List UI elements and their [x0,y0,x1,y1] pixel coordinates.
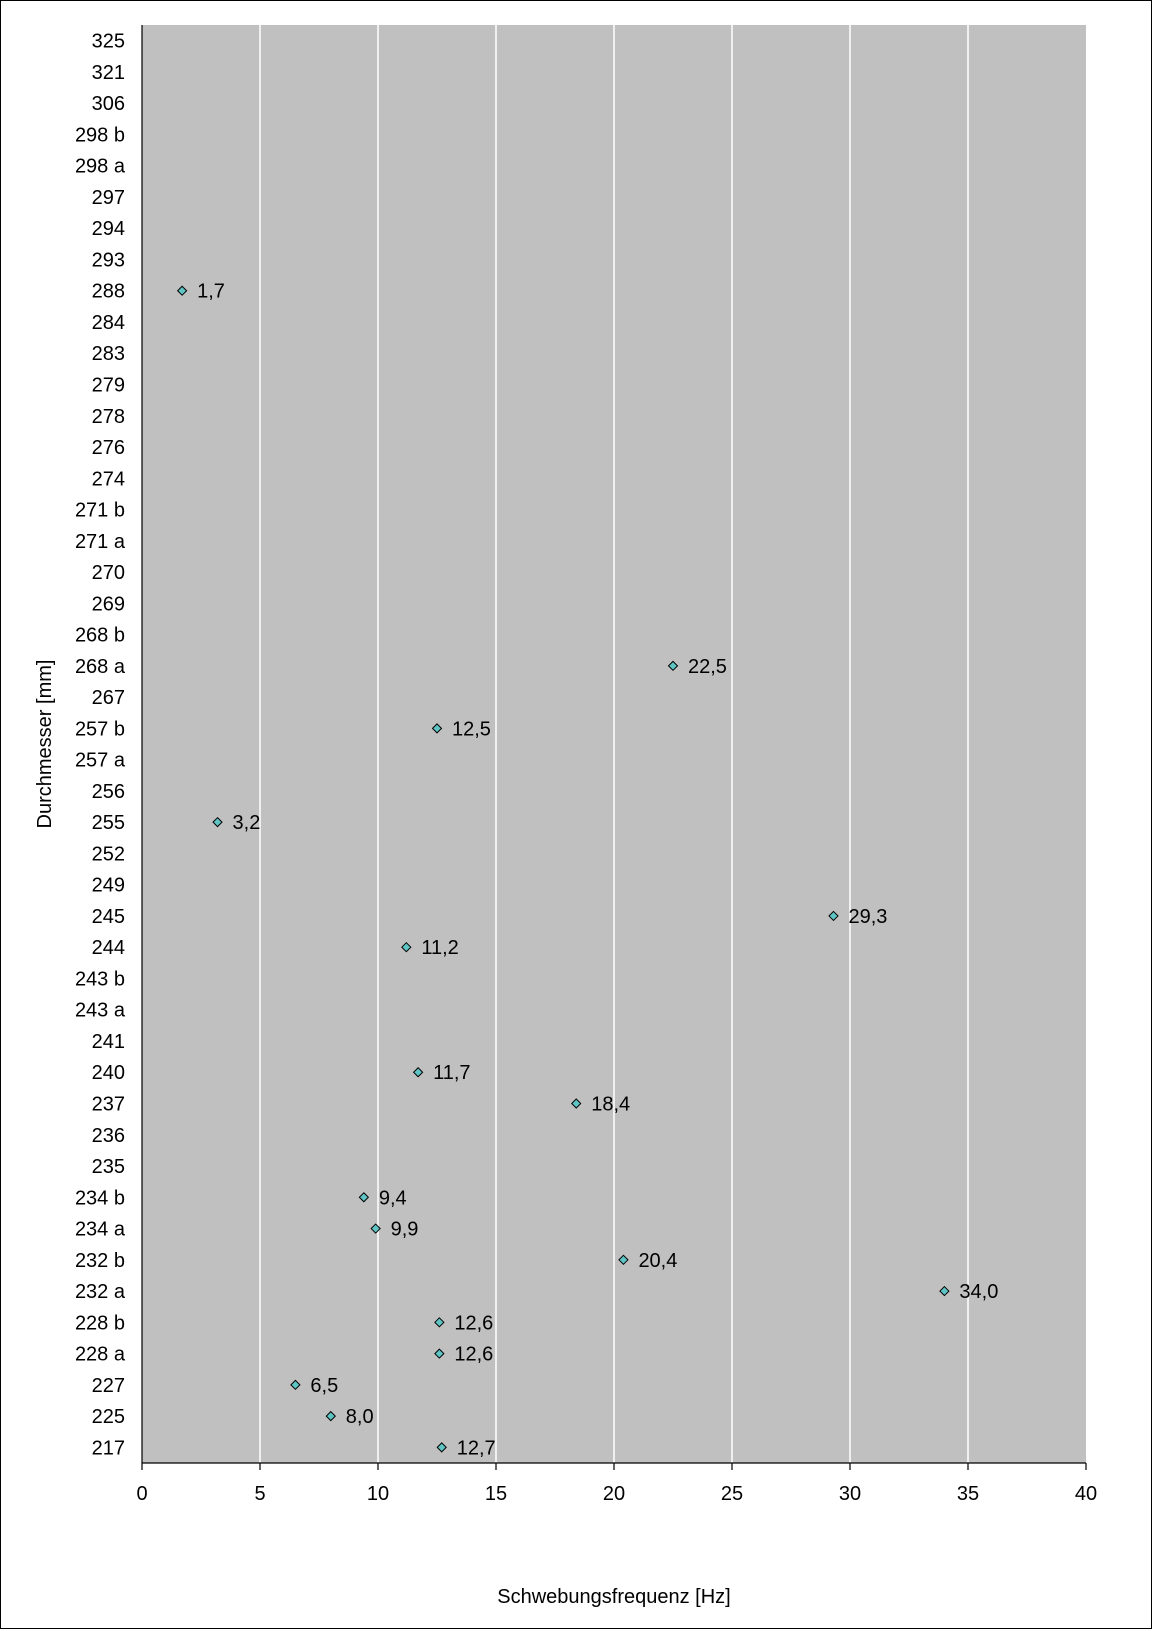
y-category-label: 228 b [75,1312,125,1334]
x-axis-ticks: 0 5 10 15 20 25 30 35 40 [136,1463,1097,1505]
y-category-label: 243 b [75,968,125,990]
data-point-marker [618,1254,629,1266]
y-category-label: 279 [92,375,125,397]
y-axis-label: Durchmesser [mm] [34,660,56,829]
y-category-label: 276 [92,437,125,459]
data-label: 3,2 [233,812,261,834]
gridlines [259,25,969,1463]
data-label: 12,7 [457,1437,496,1459]
data-point-marker [434,1348,445,1359]
data-point-marker [436,1442,447,1453]
data-label: 12,6 [454,1312,493,1334]
x-tick-label: 25 [721,1483,743,1505]
y-category-label: 237 [92,1094,125,1116]
y-category-label: 269 [92,593,125,615]
data-point-marker [939,1285,950,1297]
y-category-label: 306 [92,93,125,115]
data-point-marker [358,1192,370,1203]
data-label: 12,6 [454,1344,493,1366]
y-category-label: 244 [92,937,125,959]
x-tick-label: 10 [367,1483,389,1505]
y-axis-categories: 325 321 306 298 b 298 a 297 294 293 288 284 283 279… [75,31,126,1460]
data-point-marker [434,1317,445,1328]
data-point-marker [325,1410,337,1422]
y-category-label: 227 [92,1375,125,1397]
y-category-label: 245 [92,906,125,928]
y-category-label: 298 a [75,156,126,178]
data-point-marker [176,285,188,296]
data-point-marker [571,1098,582,1109]
data-point-marker [401,941,412,953]
y-category-label: 271 b [75,500,125,522]
data-label: 11,7 [433,1062,470,1084]
data-label: 11,2 [421,937,458,959]
data-label: 34,0 [959,1281,998,1303]
y-category-label: 243 a [75,1000,126,1022]
x-tick-label: 5 [254,1483,265,1505]
y-category-label: 241 [92,1031,125,1053]
y-category-label: 270 [92,562,125,584]
y-category-label: 255 [92,812,125,834]
y-category-label: 274 [92,468,125,490]
y-category-label: 235 [92,1156,125,1178]
data-label: 12,5 [452,718,491,740]
y-category-label: 268 a [75,656,126,678]
y-category-label: 240 [92,1062,125,1084]
y-category-label: 284 [92,312,125,334]
y-category-label: 321 [92,62,125,84]
data-label: 6,5 [310,1375,338,1397]
data-label: 29,3 [848,906,887,928]
data-label: 9,9 [391,1219,419,1241]
x-tick-label: 35 [957,1483,979,1505]
x-tick-label: 20 [603,1483,625,1505]
data-point-marker [212,816,223,828]
data-point-marker [370,1223,381,1234]
y-category-label: 298 b [75,124,125,146]
y-category-label: 217 [92,1437,125,1459]
data-point-marker [828,910,839,922]
x-tick-label: 40 [1075,1483,1097,1505]
y-category-label: 278 [92,406,125,428]
y-category-label: 268 b [75,625,125,647]
y-category-label: 283 [92,343,125,365]
y-category-label: 257 b [75,718,125,740]
y-category-label: 271 a [75,531,126,553]
data-point-marker [290,1379,301,1391]
x-axis-label: Schwebungsfrequenz [Hz] [497,1586,730,1608]
y-category-label: 294 [92,218,125,240]
y-category-label: 293 [92,249,125,271]
y-category-label: 325 [92,31,125,53]
y-category-label: 225 [92,1406,125,1428]
y-category-label: 257 a [75,750,126,772]
y-category-label: 232 b [75,1250,125,1272]
data-label: 8,0 [346,1406,374,1428]
data-point-marker [412,1067,424,1078]
y-category-label: 228 a [75,1344,126,1366]
y-category-label: 288 [92,281,125,303]
data-label: 1,7 [197,281,225,303]
data-label: 9,4 [379,1187,407,1209]
y-category-label: 236 [92,1125,125,1147]
y-category-label: 256 [92,781,125,803]
x-tick-label: 0 [136,1483,147,1505]
x-tick-label: 15 [485,1483,507,1505]
data-point-marker [431,723,443,734]
y-category-label: 234 a [75,1219,126,1241]
y-category-label: 234 b [75,1187,125,1209]
x-tick-label: 30 [839,1483,861,1505]
y-category-label: 252 [92,843,125,865]
y-category-label: 267 [92,687,125,709]
data-point-marker [667,660,679,672]
data-label: 18,4 [591,1094,630,1116]
y-category-label: 249 [92,875,125,897]
y-category-label: 232 a [75,1281,126,1303]
data-label: 20,4 [638,1250,677,1272]
data-points: 1,7 22,5 12,5 3,2 29,3 11,2 11,7 18,4 9,4 9,9 20,4… [176,281,998,1459]
data-label: 22,5 [688,656,727,678]
y-category-label: 297 [92,187,125,209]
